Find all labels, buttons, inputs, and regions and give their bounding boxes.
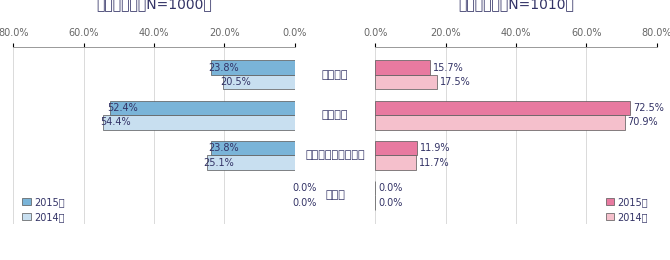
Text: 11.9%: 11.9%: [420, 143, 450, 153]
Bar: [375, 61, 430, 75]
Bar: [375, 75, 437, 89]
Bar: [211, 141, 295, 155]
Title: 韓国世論　（N=1010）: 韓国世論 （N=1010）: [458, 0, 574, 11]
Bar: [375, 101, 630, 115]
Text: 良い印象: 良い印象: [322, 70, 348, 80]
Text: 25.1%: 25.1%: [204, 158, 234, 167]
Text: 無回答: 無回答: [325, 191, 345, 200]
Bar: [211, 61, 295, 75]
Bar: [206, 155, 295, 170]
Bar: [103, 115, 295, 129]
Text: 0.0%: 0.0%: [292, 183, 316, 193]
Text: 0.0%: 0.0%: [378, 183, 403, 193]
Text: 70.9%: 70.9%: [627, 117, 658, 127]
Bar: [375, 141, 417, 155]
Text: 52.4%: 52.4%: [108, 103, 139, 113]
Bar: [111, 101, 295, 115]
Bar: [375, 115, 624, 129]
Text: 54.4%: 54.4%: [100, 117, 131, 127]
Text: どちらともいえない: どちらともいえない: [306, 150, 364, 160]
Text: 23.8%: 23.8%: [208, 63, 239, 73]
Text: 17.5%: 17.5%: [440, 77, 470, 87]
Text: 11.7%: 11.7%: [419, 158, 450, 167]
Text: 72.5%: 72.5%: [633, 103, 664, 113]
Text: 20.5%: 20.5%: [220, 77, 251, 87]
Text: 15.7%: 15.7%: [433, 63, 464, 73]
Bar: [375, 155, 416, 170]
Legend: 2015年, 2014年: 2015年, 2014年: [602, 193, 652, 226]
Text: 0.0%: 0.0%: [378, 198, 403, 208]
Text: 0.0%: 0.0%: [292, 198, 316, 208]
Text: 23.8%: 23.8%: [208, 143, 239, 153]
Legend: 2015年, 2014年: 2015年, 2014年: [18, 193, 68, 226]
Bar: [222, 75, 295, 89]
Title: 日本世論　（N=1000）: 日本世論 （N=1000）: [96, 0, 212, 11]
Text: 悪い印象: 悪い印象: [322, 110, 348, 120]
